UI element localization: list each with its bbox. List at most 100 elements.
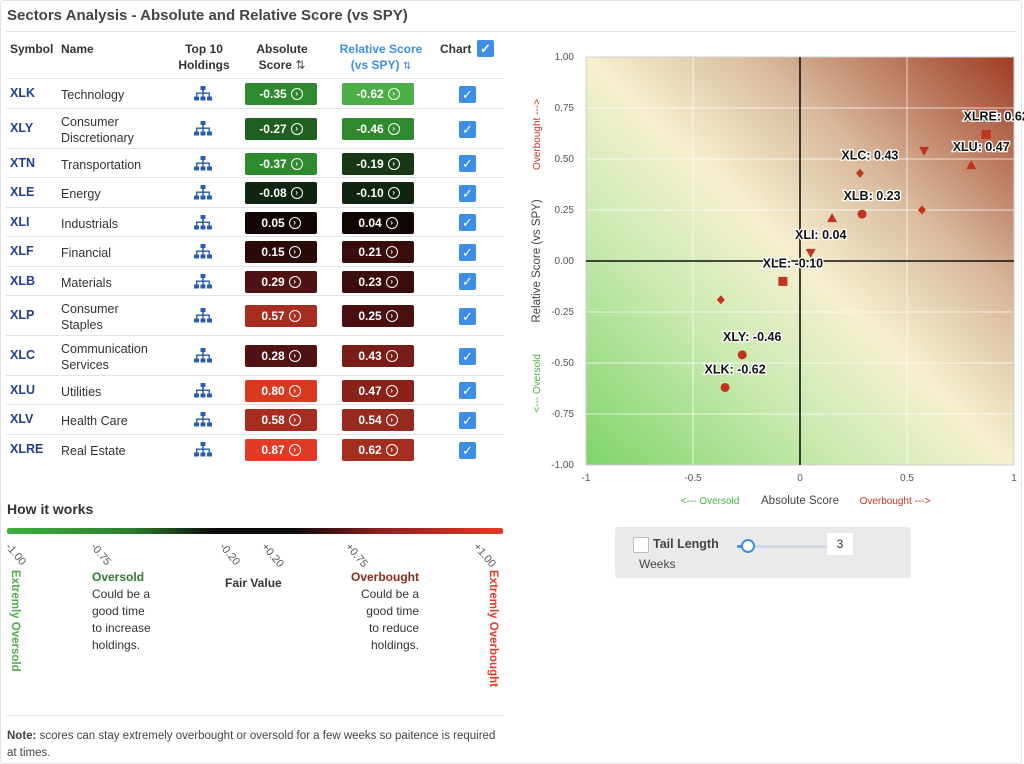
x-tick-label: 0 [797,473,803,484]
chevron-right-circle-icon: › [385,216,398,229]
chart-row-checkbox[interactable]: ✓ [459,441,476,459]
holdings-tree-icon[interactable] [193,273,213,290]
absolute-score-button[interactable]: 0.87 › [245,439,317,461]
header-chart: Chart [440,42,472,56]
chevron-right-circle-icon: › [290,157,303,170]
data-point [855,168,864,178]
row-symbol[interactable]: XLC [10,348,35,362]
relative-score-button[interactable]: 0.04 › [342,211,414,234]
chevron-right-circle-icon: › [387,157,400,170]
header-symbol[interactable]: Symbol [10,42,54,56]
table-header: Symbol Name Top 10 Holdings Absolute Scor… [6,38,504,78]
holdings-tree-icon[interactable] [193,185,213,201]
chevron-right-circle-icon: › [385,414,398,426]
header-holdings: Top 10 Holdings [178,42,230,72]
row-name: Consumer Discretionary [61,115,134,145]
y-tick-label: 0.25 [555,205,575,216]
relative-score-button[interactable]: 0.21 › [342,241,414,263]
chart-row-checkbox[interactable]: ✓ [459,347,476,365]
tail-slider-track[interactable] [737,545,833,548]
chevron-right-circle-icon: › [288,216,301,229]
absolute-score-button[interactable]: -0.08 › [245,182,317,204]
relative-score-button[interactable]: -0.19 › [342,152,414,175]
row-symbol[interactable]: XLY [10,121,34,135]
chart-row-checkbox[interactable]: ✓ [459,155,476,172]
holdings-tree-icon[interactable] [193,412,213,428]
row-symbol[interactable]: XLRE [10,442,44,456]
absolute-score-button[interactable]: 0.58 › [245,409,317,431]
y-tick-label: 0.00 [555,256,575,267]
table-row: XLI Industrials 0.05 › 0.04 › ✓ [6,207,504,236]
holdings-tree-icon[interactable] [193,348,213,364]
holdings-tree-icon[interactable] [193,155,213,172]
chart-row-checkbox[interactable]: ✓ [459,307,476,325]
absolute-score-button[interactable]: -0.37 › [245,152,317,175]
chart-select-all-checkbox[interactable]: ✓ [477,40,494,57]
chart-row-checkbox[interactable]: ✓ [459,120,476,138]
holdings-tree-icon[interactable] [193,86,213,102]
data-point [966,160,977,170]
row-name: Technology [61,88,125,102]
relative-score-button[interactable]: -0.62 › [342,83,414,105]
relative-score-button[interactable]: 0.62 › [342,439,414,461]
y-axis-label: Relative Score (vs SPY) [531,199,543,323]
absolute-score-button[interactable]: -0.35 › [245,83,317,105]
chart-row-checkbox[interactable]: ✓ [459,382,476,399]
x-tick-label: 1 [1011,473,1017,484]
score-gradient-bar [7,528,503,534]
relative-score-button[interactable]: -0.46 › [342,118,414,140]
holdings-tree-icon[interactable] [193,442,213,458]
row-symbol[interactable]: XLF [10,244,34,258]
absolute-score-button[interactable]: -0.27 › [245,118,317,140]
holdings-tree-icon[interactable] [193,121,213,137]
absolute-score-button[interactable]: 0.29 › [245,270,317,293]
row-name: Industrials [61,216,118,231]
holdings-tree-icon[interactable] [193,244,213,260]
chart-row-checkbox[interactable]: ✓ [459,184,476,202]
chart-row-checkbox[interactable]: ✓ [459,411,476,429]
relative-score-button[interactable]: 0.43 › [342,345,414,367]
relative-score-button[interactable]: -0.10 › [342,182,414,204]
table-row: XLK Technology -0.35 › -0.62 › ✓ [6,78,504,108]
row-symbol[interactable]: XLK [10,86,35,100]
header-name[interactable]: Name [61,42,94,56]
row-symbol[interactable]: XLU [10,382,35,397]
holdings-tree-icon[interactable] [193,214,213,231]
absolute-score-button[interactable]: 0.15 › [245,241,317,263]
note: Note: scores can stay extremely overboug… [7,730,496,759]
sort-icon: ⇅ [295,58,306,72]
relative-score-button[interactable]: 0.47 › [342,379,414,402]
chart-row-checkbox[interactable]: ✓ [459,243,476,261]
chart-row-checkbox[interactable]: ✓ [459,273,476,290]
holdings-tree-icon[interactable] [193,382,213,399]
tail-length-value[interactable]: 3 [827,533,853,555]
row-symbol[interactable]: XLE [10,185,35,199]
row-symbol[interactable]: XTN [10,155,35,170]
row-symbol[interactable]: XLV [10,412,34,426]
row-symbol[interactable]: XLI [10,214,30,229]
absolute-score-button[interactable]: 0.28 › [245,345,317,367]
chart-row-checkbox[interactable]: ✓ [459,85,476,103]
sort-asc-icon: ⇅ [402,61,412,72]
note-divider [6,715,504,716]
data-label: XLE: -0.10 [763,256,823,270]
relative-score-button[interactable]: 0.23 › [342,270,414,293]
absolute-score-button[interactable]: 0.80 › [245,379,317,402]
row-name: Utilities [61,384,102,399]
relative-score-button[interactable]: 0.25 › [342,305,414,327]
relative-score-button[interactable]: 0.54 › [342,409,414,431]
chart-row-checkbox[interactable]: ✓ [459,214,476,231]
holdings-tree-icon[interactable] [193,308,213,324]
tail-slider-handle[interactable] [741,539,755,553]
row-name: Financial [61,246,112,260]
chevron-right-circle-icon: › [288,246,301,258]
row-symbol[interactable]: XLP [10,308,35,322]
row-name: Transportation [61,157,142,172]
tail-length-checkbox[interactable] [633,537,649,553]
chevron-right-circle-icon: › [385,310,398,322]
absolute-score-button[interactable]: 0.57 › [245,305,317,327]
absolute-score-button[interactable]: 0.05 › [245,211,317,234]
header-relative-score[interactable]: Relative Score (vs SPY) ⇅ [339,42,423,72]
row-symbol[interactable]: XLB [10,273,35,288]
header-absolute-score[interactable]: Absolute Score ⇅ [256,42,308,72]
